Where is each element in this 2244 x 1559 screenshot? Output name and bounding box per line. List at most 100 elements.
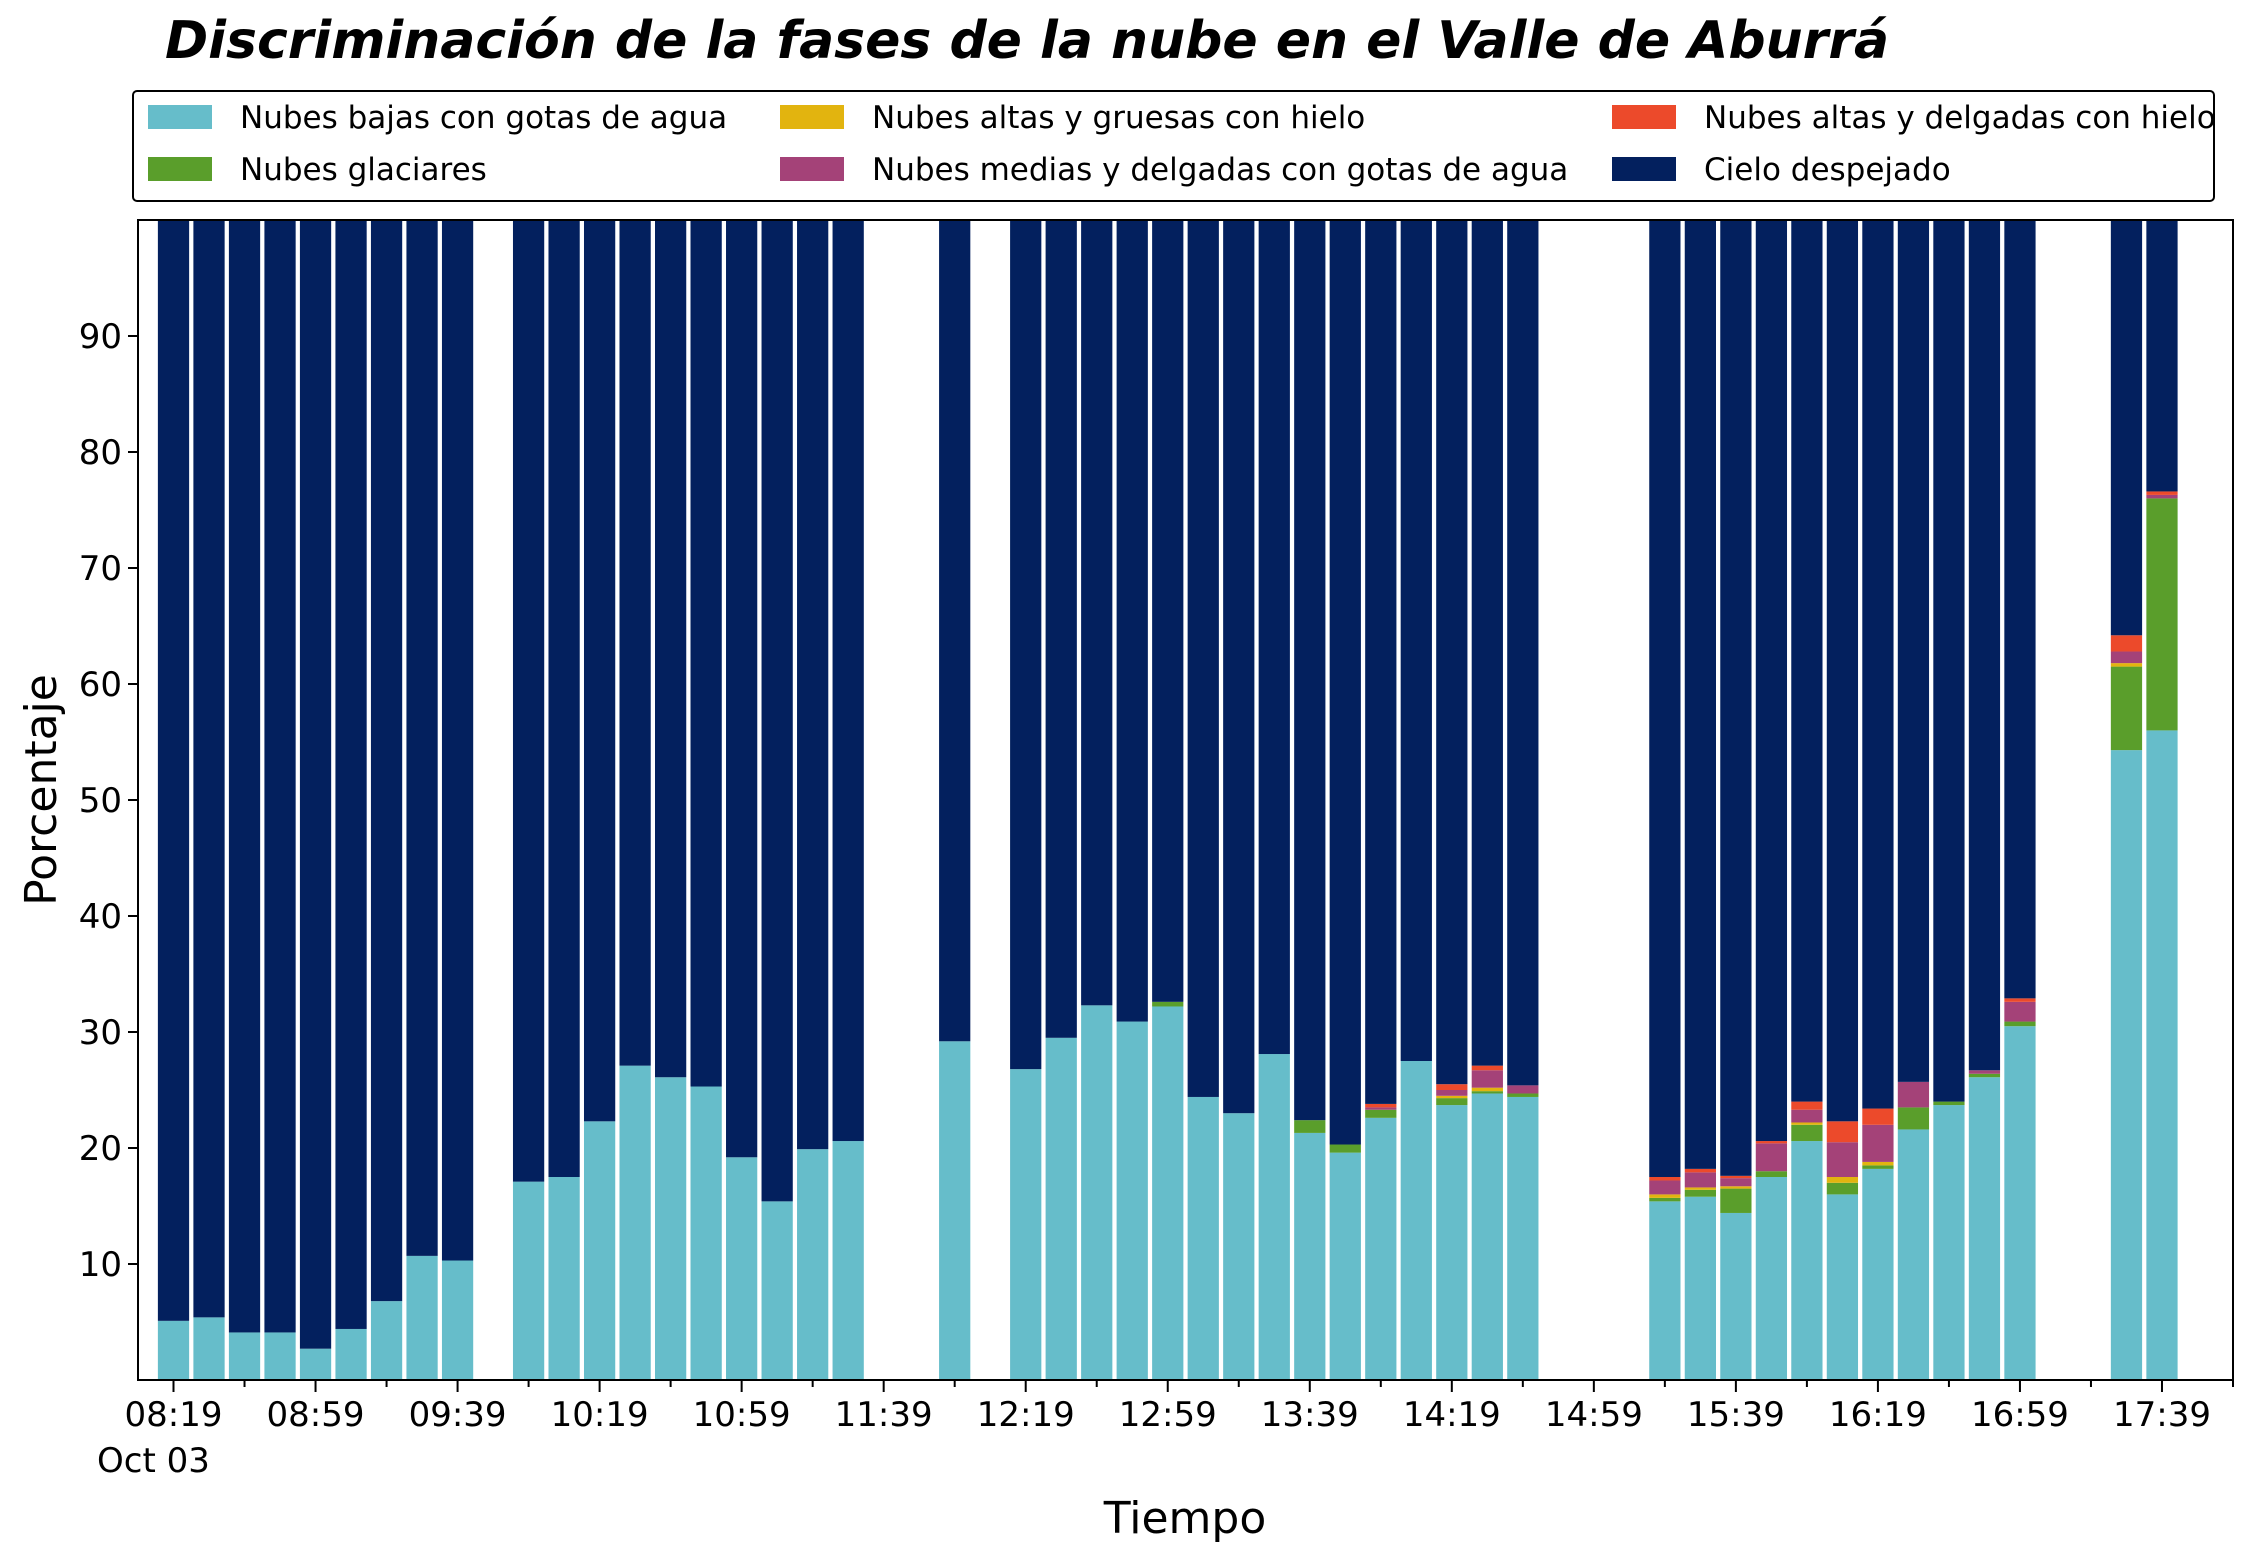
x-tick-label-1739: 17:39 [2113,1395,2211,1435]
bar-1639-series-1 [1933,1101,1965,1106]
bar-0829-series-0 [193,1317,225,1380]
x-tick-label-0939: 09:39 [409,1395,507,1435]
bar-1239-series-5 [1081,220,1113,1006]
bar-1029-series-0 [619,1065,651,1380]
bar-1439-series-3 [1507,1085,1539,1094]
bar-1729-series-0 [2110,750,2143,1380]
bar-1039-series-5 [655,220,687,1078]
bar-1529-series-3 [1684,1172,1716,1188]
legend: Nubes bajas con gotas de agua Nubes altas… [132,90,2216,202]
bar-1609-series-0 [1826,1194,1859,1380]
bar-1659-series-4 [2004,998,2036,1002]
y-axis-title: Porcentaje [16,674,67,906]
bar-1339-series-5 [1294,220,1326,1121]
bar-1729-series-3 [2110,651,2143,664]
bar-1419-series-5 [1436,220,1468,1085]
chart-title: Discriminación de la fases de la nube en… [165,11,1889,71]
bar-1729-series-1 [2110,666,2143,751]
bar-1429-series-3 [1471,1070,1503,1088]
x-tick-label-1619: 16:19 [1829,1395,1927,1435]
bar-1529-series-4 [1684,1168,1716,1173]
bar-0819-series-0 [157,1320,190,1380]
x-tick-label-1059: 10:59 [693,1395,791,1435]
legend-label-5: Cielo despejado [1704,152,1951,188]
bar-1649-series-5 [1968,220,2001,1071]
bar-1659-series-3 [2004,1001,2036,1022]
bar-1339-series-1 [1294,1120,1326,1133]
bar-1409-series-5 [1400,220,1432,1061]
bar-1359-series-4 [1365,1103,1397,1108]
bar-1239-series-0 [1081,1005,1113,1380]
bar-1439-series-5 [1507,220,1539,1086]
bar-1219-series-0 [1010,1069,1042,1380]
bar-1429-series-1 [1471,1091,1503,1094]
bar-1549-series-5 [1755,220,1788,1142]
bar-1329-series-5 [1258,220,1290,1055]
x-tick-label-1419: 14:19 [1403,1395,1501,1435]
y-tick-label-90: 90 [79,317,122,357]
bar-1629-series-5 [1897,220,1930,1082]
legend-frame [132,90,2215,202]
y-axis: 10 20 30 40 50 60 70 80 90 [79,317,138,1285]
bar-1349-series-0 [1329,1152,1361,1380]
bar-1259-series-5 [1152,220,1184,1002]
bar-1329-series-0 [1258,1054,1290,1380]
bar-1609-series-3 [1826,1142,1859,1177]
y-tick-label-70: 70 [79,549,122,589]
bar-1109-series-5 [761,220,793,1202]
x-axis: 08:19 08:59 09:39 10:19 10:59 11:39 12:19 12:59… [125,1380,2234,1435]
bar-1429-series-5 [1471,220,1503,1066]
bar-1309-series-0 [1187,1096,1219,1380]
x-tick-label-0819: 08:19 [125,1395,223,1435]
x-tick-label-1659: 16:59 [1971,1395,2069,1435]
bar-1559-series-2 [1791,1122,1823,1125]
bar-0859-series-5 [299,220,332,1349]
bar-1249-series-5 [1116,220,1148,1022]
x-tick-label-1139: 11:39 [835,1395,933,1435]
bar-1039-series-0 [655,1077,687,1380]
bar-1519-series-0 [1649,1201,1681,1380]
bar-1629-series-3 [1897,1081,1930,1108]
bar-1739-series-3 [2146,494,2178,499]
bar-1359-series-0 [1365,1117,1397,1380]
bar-1019-series-0 [583,1121,616,1380]
bar-1619-series-2 [1862,1161,1894,1166]
bar-1729-series-4 [2110,635,2143,652]
bar-1739-series-5 [2146,220,2178,492]
bar-1539-series-0 [1720,1212,1752,1380]
bar-1529-series-2 [1684,1187,1716,1190]
bar-1359-series-1 [1365,1109,1397,1118]
bar-1539-series-3 [1720,1178,1752,1187]
bar-1429-series-2 [1471,1087,1503,1092]
bar-1049-series-0 [690,1086,722,1380]
y-tick-label-20: 20 [79,1129,122,1169]
bar-1659-series-1 [2004,1021,2036,1027]
bar-1349-series-1 [1329,1144,1361,1153]
bar-1549-series-4 [1755,1141,1788,1144]
bar-1419-series-4 [1436,1084,1468,1090]
bar-0839-series-5 [228,220,261,1333]
legend-label-3: Nubes medias y delgadas con gotas de agu… [872,152,1568,188]
bar-1559-series-3 [1791,1109,1823,1123]
y-tick-label-40: 40 [79,897,122,937]
bar-1529-series-5 [1684,220,1716,1169]
bar-1619-series-5 [1862,220,1894,1109]
bar-1009-series-0 [548,1177,580,1380]
bar-1659-series-0 [2004,1026,2036,1380]
bar-1419-series-1 [1436,1098,1468,1106]
x-tick-label-1339: 13:39 [1261,1395,1359,1435]
bar-0959-series-0 [512,1181,545,1380]
bar-1559-series-4 [1791,1101,1823,1110]
bar-1059-series-0 [726,1157,758,1380]
bar-0909-series-5 [335,220,367,1329]
bar-1129-series-5 [832,220,864,1142]
legend-swatch-2 [780,105,844,129]
bar-1629-series-1 [1897,1107,1930,1130]
bar-1049-series-5 [690,220,722,1087]
bar-1009-series-5 [548,220,580,1177]
bar-0849-series-0 [264,1332,296,1380]
bar-0939-series-5 [441,220,474,1261]
bar-1419-series-2 [1436,1095,1468,1099]
bar-1609-series-1 [1826,1182,1859,1195]
